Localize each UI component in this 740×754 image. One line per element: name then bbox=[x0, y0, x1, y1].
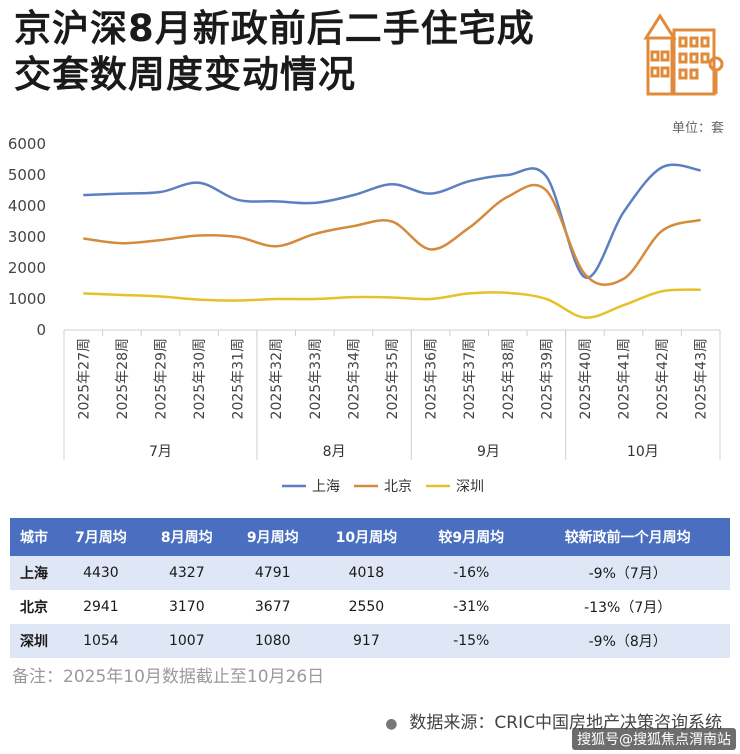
table-cell: -31% bbox=[453, 599, 490, 615]
table-cell: 1007 bbox=[143, 624, 230, 658]
x-tick-label: 2025年40周 bbox=[578, 338, 594, 419]
line-chart: 0 1000 2000 3000 4000 5000 6000 2025年27周 2025年28… bbox=[8, 135, 721, 495]
x-tick-label: 2025年30周 bbox=[192, 338, 208, 419]
x-tick-label: 2025年33周 bbox=[308, 338, 324, 419]
table-cell: 3677 bbox=[254, 599, 291, 615]
table-cell: -9%（7月） bbox=[525, 556, 730, 590]
title-line-2: 交套数周度变动情况 bbox=[14, 53, 356, 96]
table-cell: 4791 bbox=[229, 556, 316, 590]
title-line-1: 京沪深8月新政前后二手住宅成 bbox=[14, 7, 535, 50]
x-tick-label: 2025年37周 bbox=[462, 338, 478, 419]
table-cell: 4018 bbox=[315, 556, 418, 590]
x-tick-label: 2025年28周 bbox=[115, 338, 131, 419]
month-label: 7月 bbox=[149, 444, 172, 460]
x-tick-label: 2025年42周 bbox=[655, 338, 671, 419]
header-july-avg: 7月周均 bbox=[57, 518, 144, 556]
table-cell: -15% bbox=[417, 624, 526, 658]
table-cell: 917 bbox=[315, 624, 418, 658]
x-tick-label: 2025年43周 bbox=[694, 338, 710, 419]
table-cell: 2550 bbox=[348, 599, 385, 615]
table-cell: 北京 bbox=[19, 600, 48, 616]
y-tick-label: 0 bbox=[36, 321, 46, 339]
x-tick-label: 2025年29周 bbox=[153, 338, 169, 419]
y-tick-label: 4000 bbox=[8, 197, 46, 215]
bullet-icon: ● bbox=[385, 716, 398, 732]
month-label: 10月 bbox=[627, 444, 659, 460]
x-tick-label: 2025年41周 bbox=[617, 338, 633, 419]
table-cell: 4430 bbox=[57, 556, 144, 590]
table-cell: 4327 bbox=[143, 556, 230, 590]
table-row: 深圳 1054 1007 1080 917 -15% -9%（8月） bbox=[10, 624, 730, 658]
y-tick-label: 1000 bbox=[8, 290, 46, 308]
y-tick-label: 5000 bbox=[8, 166, 46, 184]
table-row: 北京 2941 3170 3677 2550 -31% -13%（7月） bbox=[10, 590, 730, 624]
y-tick-label: 6000 bbox=[8, 135, 46, 153]
x-tick-label: 2025年32周 bbox=[269, 338, 285, 419]
table-cell: 3170 bbox=[168, 599, 205, 615]
table-cell: 上海 bbox=[10, 556, 58, 590]
table-cell: 1080 bbox=[229, 624, 316, 658]
table-cell: -9%（8月） bbox=[525, 624, 730, 658]
x-tick-label: 2025年35周 bbox=[385, 338, 401, 419]
table-cell: 1054 bbox=[57, 624, 144, 658]
unit-label: 单位：套 bbox=[671, 121, 724, 136]
x-tick-label: 2025年27周 bbox=[76, 338, 92, 419]
x-tick-label: 2025年38周 bbox=[501, 338, 517, 419]
header-vs-prepolicy: 较新政前一个月周均 bbox=[525, 518, 730, 556]
table-header-row: 城市 7月周均 8月周均 9月周均 10月周均 较9月周均 较新政前一个月周均 bbox=[10, 518, 730, 556]
series-line-北京 bbox=[83, 183, 702, 287]
x-tick-label: 2025年31周 bbox=[231, 338, 247, 419]
x-tick-label: 2025年39周 bbox=[539, 338, 555, 419]
legend-label: 北京 bbox=[384, 479, 412, 495]
x-tick-label: 2025年34周 bbox=[346, 338, 362, 419]
header-city: 城市 bbox=[10, 518, 58, 556]
building-icon bbox=[643, 13, 724, 96]
header-oct-avg: 10月周均 bbox=[315, 518, 418, 556]
legend-label: 深圳 bbox=[456, 479, 484, 495]
summary-table: 城市 7月周均 8月周均 9月周均 10月周均 较9月周均 较新政前一个月周均 … bbox=[10, 518, 730, 658]
series-line-深圳 bbox=[83, 288, 701, 319]
series-line-上海 bbox=[83, 163, 701, 279]
table-cell: -16% bbox=[417, 556, 526, 590]
legend-label: 上海 bbox=[312, 479, 340, 495]
table-cell: 2941 bbox=[83, 599, 119, 615]
header-sep-avg: 9月周均 bbox=[229, 518, 316, 556]
table-cell: 深圳 bbox=[10, 624, 58, 658]
month-label: 8月 bbox=[323, 444, 346, 460]
footnote: 备注：2025年10月数据截止至10月26日 bbox=[12, 667, 325, 687]
table-cell: -13%（7月） bbox=[584, 600, 672, 616]
month-label: 9月 bbox=[477, 444, 500, 460]
x-tick-label: 2025年36周 bbox=[424, 338, 440, 419]
watermark: 搜狐号@搜狐焦点渭南站 bbox=[572, 728, 736, 750]
y-tick-label: 3000 bbox=[8, 228, 46, 246]
header-vs-sep: 较9月周均 bbox=[417, 518, 526, 556]
table-row: 上海 4430 4327 4791 4018 -16% -9%（7月） bbox=[10, 556, 730, 590]
chart-title: 京沪深8月新政前后二手住宅成 交套数周度变动情况 bbox=[14, 6, 535, 98]
header-aug-avg: 8月周均 bbox=[143, 518, 230, 556]
y-tick-label: 2000 bbox=[8, 259, 46, 277]
